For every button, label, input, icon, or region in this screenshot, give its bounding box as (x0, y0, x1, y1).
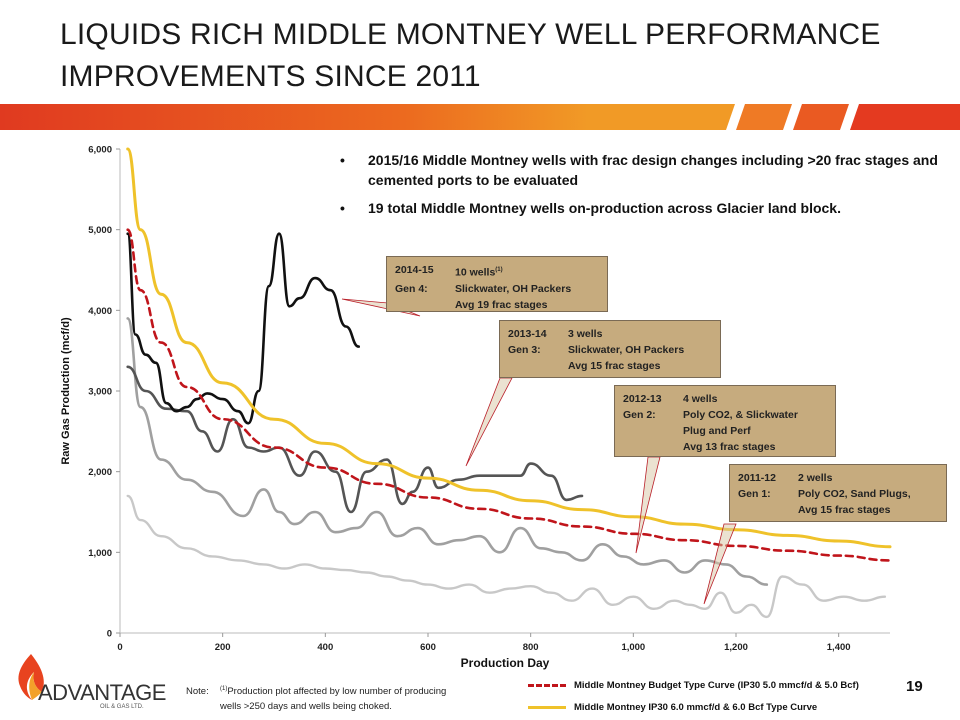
series-line-gen2 (126, 317, 769, 586)
series-line-ip30-curve (126, 147, 892, 549)
bullet-list: 2015/16 Middle Montney wells with frac d… (338, 150, 938, 226)
callout-count: 10 wells(1) (455, 266, 503, 279)
x-tick-label: 800 (523, 642, 539, 653)
x-tick-label: 1,000 (621, 642, 645, 653)
callout-gen2: 2012-13 4 wells Gen 2: Poly CO2, & Slickwa… (614, 385, 836, 457)
callout-period: 2014-15 (395, 264, 434, 276)
production-chart: 0 1,000 2,000 3,000 4,000 5,000 6,000 0 200 400 60… (60, 145, 892, 670)
note-label: Note: (186, 686, 209, 698)
callout-period: 2011-12 (738, 472, 776, 484)
callout-stages: Avg 15 frac stages (568, 360, 661, 372)
x-tick-label: 1,200 (724, 642, 748, 653)
logo-subtext: OIL & GAS LTD. (100, 704, 144, 710)
callout-pointer-gen3 (465, 377, 513, 467)
y-tick-label: 1,000 (88, 548, 112, 559)
note-marker: (1) (220, 686, 228, 692)
callout-gen1: 2011-12 2 wells Gen 1: Poly CO2, Sand Plug… (729, 464, 947, 522)
callout-stages: Avg 13 frac stages (683, 441, 776, 453)
series-line-budget-curve (126, 228, 892, 562)
x-tick-label: 1,400 (827, 642, 851, 653)
x-axis-title: Production Day (461, 656, 550, 670)
callout-gen: Gen 2: (623, 409, 656, 421)
page-number: 19 (906, 678, 923, 695)
bullet-item: 2015/16 Middle Montney wells with frac d… (338, 150, 938, 190)
page-title: LIQUIDS RICH MIDDLE MONTNEY WELL PERFORM… (60, 18, 881, 93)
series-line-gen3 (126, 365, 584, 514)
note-line-2: wells >250 days and wells being choked. (220, 701, 392, 713)
y-tick-label: 2,000 (88, 467, 112, 478)
y-tick-label: 5,000 (88, 225, 112, 236)
callout-count: 3 wells (568, 328, 603, 340)
callout-period: 2012-13 (623, 393, 662, 405)
chart-legend: Middle Montney Budget Type Curve (IP30 5… (528, 674, 859, 718)
x-tick-label: 400 (317, 642, 333, 653)
note-line-1: Production plot affected by low number o… (227, 686, 447, 698)
x-tick-label: 600 (420, 642, 436, 653)
callout-count: 2 wells (798, 472, 833, 484)
stripe-segment-3 (850, 104, 960, 130)
logo-wordmark: ADVANTAGE (38, 680, 166, 705)
bullet-item: 19 total Middle Montney wells on-product… (338, 198, 938, 218)
callout-pointer-gen2 (635, 456, 661, 554)
callout-design: Slickwater, OH Packers (455, 282, 572, 295)
legend-label: Middle Montney IP30 6.0 mmcf/d & 6.0 Bcf… (574, 701, 818, 713)
x-tick-label: 0 (117, 642, 122, 653)
y-tick-label: 0 (107, 629, 112, 640)
callout-pointer-gen1 (703, 523, 737, 605)
x-tick-label: 200 (215, 642, 231, 653)
brand-stripe (0, 104, 960, 130)
y-axis-title: Raw Gas Production (mcf/d) (60, 317, 72, 465)
y-tick-label: 3,000 (88, 387, 112, 398)
callout-gen3: 2013-14 3 wells Gen 3: Slickwater, OH Pack… (499, 320, 721, 378)
legend-swatch-budget (528, 683, 566, 687)
callout-design: Poly CO2, Sand Plugs, (798, 488, 911, 500)
footnote: Note: (1)Production plot affected by low … (186, 682, 446, 714)
y-tick-label: 4,000 (88, 306, 112, 317)
callout-stages: Avg 15 frac stages (798, 504, 891, 516)
stripe-main (0, 104, 735, 130)
stripe-segment-1 (736, 104, 792, 130)
legend-item-ip30: Middle Montney IP30 6.0 mmcf/d & 6.0 Bcf… (528, 696, 859, 718)
series-line-gen4 (126, 232, 360, 425)
callout-gen: Gen 1: (738, 488, 771, 500)
advantage-logo-icon (18, 654, 44, 700)
callout-gen4: 2014-15 10 wells(1) Gen 4: Slickwater, OH … (386, 256, 608, 312)
callout-period: 2013-14 (508, 328, 547, 340)
y-tick-label: 6,000 (88, 145, 112, 156)
callout-gen: Gen 4: (395, 282, 428, 295)
legend-swatch-ip30 (528, 705, 566, 709)
callout-design: Slickwater, OH Packers (568, 344, 685, 356)
callout-gen: Gen 3: (508, 344, 541, 356)
callout-count: 4 wells (683, 393, 718, 405)
stripe-segment-2 (793, 104, 849, 130)
legend-label: Middle Montney Budget Type Curve (IP30 5… (574, 679, 859, 691)
legend-item-budget: Middle Montney Budget Type Curve (IP30 5… (528, 674, 859, 696)
series-line-gen1 (126, 494, 887, 619)
callout-design: Poly CO2, & Slickwater (683, 409, 798, 421)
callout-stages: Avg 19 frac stages (455, 298, 548, 311)
callout-design-2: Plug and Perf (683, 425, 751, 437)
